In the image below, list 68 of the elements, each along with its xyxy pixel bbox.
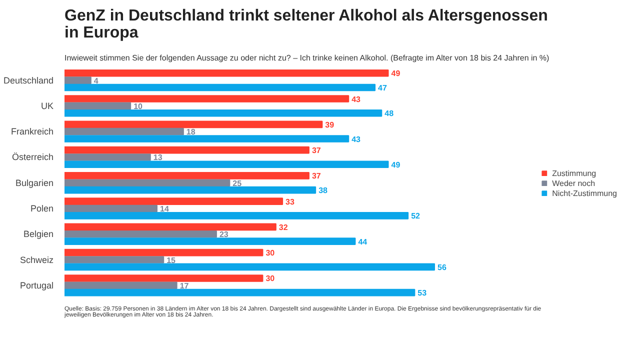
bar (64, 238, 356, 245)
data-label: 18 (186, 128, 196, 137)
data-label: 56 (438, 262, 447, 272)
data-label: 23 (219, 230, 229, 240)
data-label: 13 (153, 153, 163, 162)
bar (64, 160, 389, 168)
bar (64, 223, 276, 231)
bar (64, 274, 264, 282)
bar (64, 198, 284, 205)
data-label: 52 (411, 212, 421, 221)
data-label: 43 (352, 134, 362, 144)
data-label: 49 (391, 69, 401, 78)
y-tick-label: Belgien (23, 229, 54, 240)
data-label: 37 (312, 146, 322, 156)
bar (64, 179, 230, 187)
data-label: 47 (378, 83, 388, 92)
data-label: 14 (160, 204, 170, 214)
chart-subtitle: Inwieweit stimmen Sie der folgenden Aussage zu oder nicht zu? – Ich trinke keinen Alkohol. (Befragte im Alter von 18 bis 24 Jahren in %) (64, 54, 550, 62)
y-tick-label: Portugal (20, 280, 54, 290)
bar (64, 84, 376, 92)
bar (64, 248, 264, 256)
data-label: 32 (278, 222, 288, 232)
data-label: 49 (391, 160, 401, 170)
bar (64, 95, 350, 102)
y-tick-label: Bulgarien (15, 178, 54, 188)
bar (64, 256, 164, 264)
y-tick-label: Deutschland (3, 75, 54, 86)
y-tick-label: Schweiz (20, 254, 54, 265)
y-tick-label: Polen (30, 203, 54, 214)
y-tick-label: Frankreich (10, 126, 54, 137)
data-label: 33 (286, 197, 295, 206)
data-label: 48 (384, 109, 394, 118)
y-tick-label: Österreich (12, 152, 54, 162)
legend-label: Nicht-Zustimmung (552, 188, 617, 198)
bar (64, 204, 158, 212)
data-label: 37 (312, 172, 322, 181)
data-label: 17 (180, 281, 190, 290)
data-label: 30 (266, 274, 276, 284)
bar (64, 288, 416, 296)
bar (64, 128, 184, 136)
bar (64, 146, 310, 154)
bar (64, 102, 132, 110)
bar (64, 172, 310, 180)
data-label: 39 (325, 120, 335, 130)
data-label: 43 (352, 94, 362, 104)
data-label: 10 (134, 102, 144, 111)
chart-title: GenZ in Deutschland trinkt seltener Alkohol als Altersgenossen in Europa (64, 8, 548, 42)
bar (64, 76, 92, 84)
data-label: 15 (166, 256, 176, 265)
y-tick-label: UK (41, 100, 54, 111)
bar (64, 109, 382, 117)
data-label: 25 (232, 178, 242, 188)
bar (64, 154, 151, 161)
data-label: 30 (266, 248, 276, 258)
bar (64, 212, 409, 220)
data-label: 44 (358, 237, 368, 246)
data-label: 4 (94, 76, 99, 86)
bar (64, 120, 323, 128)
bar (64, 230, 217, 238)
data-label: 38 (318, 186, 328, 196)
bar (64, 263, 435, 271)
legend-label: Zustimmung (552, 168, 596, 178)
legend-label: Weder noch (552, 178, 596, 188)
data-label: 53 (418, 288, 428, 298)
bar (64, 69, 389, 77)
bar (64, 282, 178, 290)
bar (64, 186, 316, 194)
bar (64, 135, 350, 142)
